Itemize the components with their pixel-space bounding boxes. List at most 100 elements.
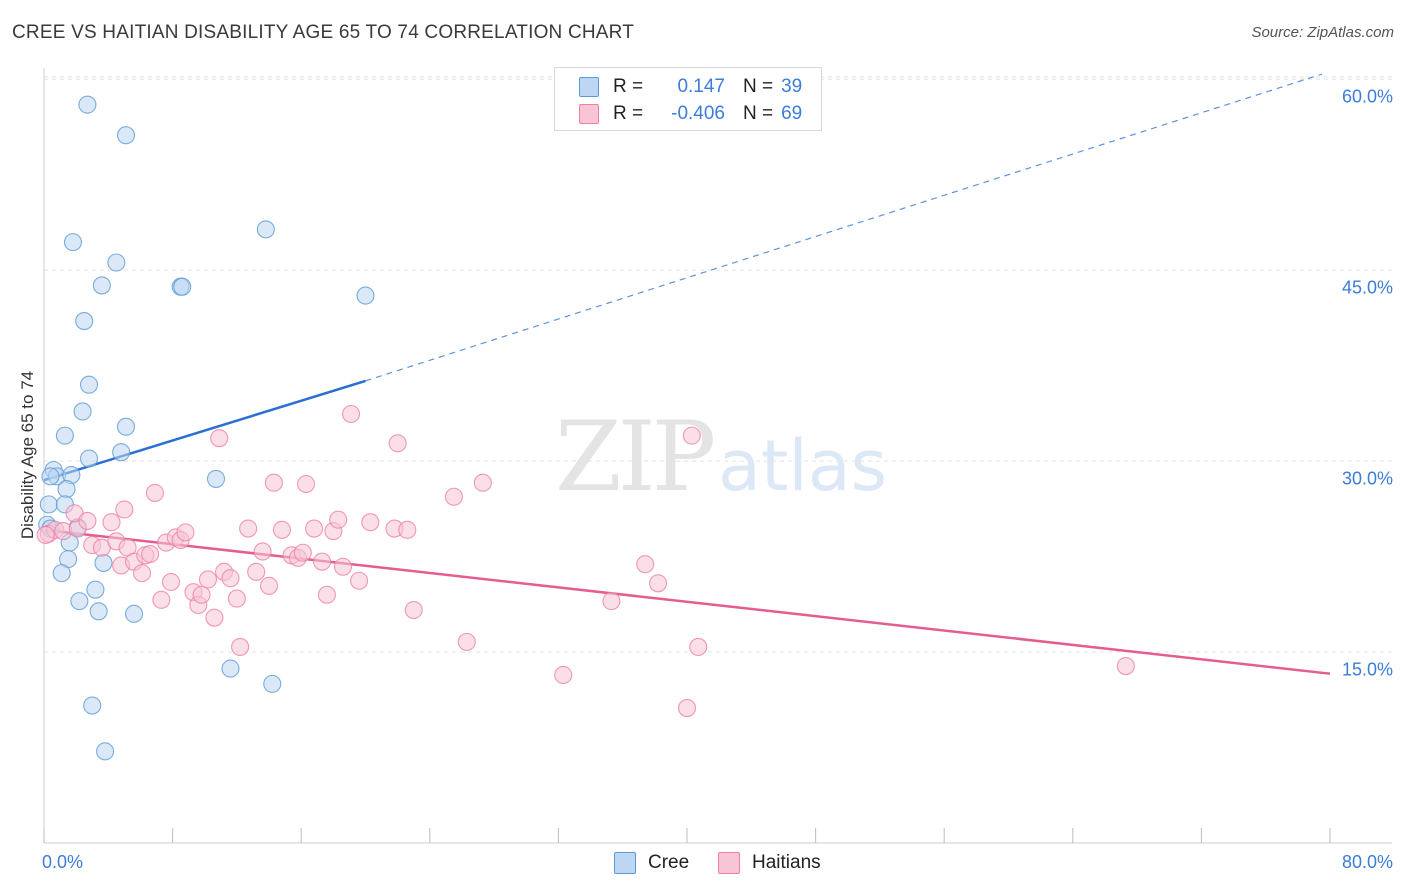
cree-point-30: [86, 580, 105, 599]
cree-point-14: [79, 449, 99, 468]
cree-point-34: [221, 659, 240, 678]
watermark-zip: ZIP: [555, 401, 714, 513]
legend-haitians-label: Haitians: [752, 852, 821, 873]
haitian-point-28: [205, 608, 224, 627]
cree-point-9: [75, 312, 94, 331]
haitian-point-56: [404, 600, 423, 620]
haitian-point-29: [210, 429, 229, 448]
haitian-point-44: [305, 519, 324, 538]
haitian-point-10: [115, 500, 134, 519]
haitian-point-39: [272, 520, 291, 539]
haitian-point-5: [78, 511, 97, 530]
chart-title: CREE VS HAITIAN DISABILITY AGE 65 TO 74 …: [12, 22, 635, 43]
haitian-point-64: [677, 699, 697, 718]
legend-row-haitian: R = -0.406 N = 69: [579, 102, 802, 126]
haitian-point-62: [636, 555, 655, 574]
haitian-point-38: [264, 473, 283, 492]
haitian-point-65: [682, 426, 701, 445]
haitian-point-61: [602, 592, 621, 611]
n-label: N =: [743, 76, 774, 97]
haitian-point-14: [133, 564, 152, 583]
watermark-atlas: atlas: [718, 425, 887, 507]
haitian-point-34: [239, 519, 258, 538]
legend-cree-label: Cree: [648, 852, 690, 873]
y-tick-15: 15.0%: [1341, 659, 1393, 680]
haitian-point-50: [341, 404, 361, 424]
haitian-point-46: [317, 585, 336, 604]
haitian-point-51: [350, 571, 369, 590]
haitian-point-23: [176, 523, 195, 542]
x-tick-max: 80.0%: [1341, 852, 1393, 872]
cree-point-12: [55, 426, 74, 445]
cree-point-32: [89, 602, 108, 621]
cree-point-35: [263, 674, 282, 693]
cree-point-6: [173, 277, 192, 296]
y-tick-45: 45.0%: [1341, 277, 1393, 298]
cree-point-21: [39, 495, 58, 514]
haitian-point-60: [554, 665, 573, 685]
haitian-point-20: [161, 572, 181, 592]
haitian-point-63: [649, 574, 668, 593]
haitian-point-31: [221, 569, 240, 588]
haitian-point-49: [333, 557, 353, 576]
cree-point-11: [73, 402, 92, 421]
haitian-point-27: [198, 570, 218, 589]
y-tick-30: 30.0%: [1341, 468, 1393, 489]
cree-point-4: [92, 276, 111, 295]
cree-point-7: [256, 220, 275, 239]
haitian-point-57: [444, 487, 463, 506]
data-points: [36, 95, 1135, 761]
cree-swatch: [614, 852, 636, 874]
r-label: R =: [613, 103, 644, 124]
cree-point-13: [116, 417, 136, 436]
haitian-point-8: [102, 513, 121, 532]
legend-item-cree[interactable]: Cree: [614, 852, 689, 874]
haitian-point-48: [329, 510, 348, 529]
haitian-point-17: [145, 483, 164, 502]
haitian-swatch: [579, 104, 599, 124]
haitian-point-45: [313, 552, 332, 571]
correlation-legend: R = 0.147 N = 39 R = -0.406 N = 69: [554, 67, 822, 131]
cree-point-20: [206, 469, 226, 488]
haitian-point-68: [36, 525, 55, 544]
cree-point-37: [96, 742, 115, 761]
haitian-point-52: [361, 513, 380, 532]
cree-point-38: [41, 467, 60, 486]
watermark: ZIP atlas: [555, 401, 887, 513]
n-value: 69: [781, 103, 803, 124]
haitian-point-35: [247, 562, 266, 581]
series-legend: Cree Haitians: [0, 852, 1406, 878]
haitian-point-59: [473, 473, 492, 492]
cree-point-28: [94, 553, 113, 572]
cree-trend-extension: [365, 73, 1323, 382]
legend-item-haitians[interactable]: Haitians: [718, 852, 821, 874]
haitian-point-67: [1116, 657, 1135, 676]
cree-point-15: [112, 443, 131, 462]
haitian-point-33: [231, 637, 250, 657]
haitian-point-18: [152, 590, 171, 609]
cree-point-19: [57, 480, 76, 499]
axes: [43, 68, 1392, 844]
haitian-point-26: [192, 585, 211, 604]
y-tick-60: 60.0%: [1341, 86, 1393, 107]
n-value: 39: [781, 76, 803, 97]
n-label: N =: [743, 103, 774, 124]
x-tick-min: 0.0%: [42, 852, 84, 872]
haitian-point-43: [296, 474, 316, 494]
haitian-point-32: [227, 589, 246, 608]
haitian-swatch: [718, 852, 740, 874]
haitian-point-66: [689, 637, 708, 657]
cree-swatch: [579, 77, 599, 97]
cree-point-31: [70, 592, 89, 611]
haitian-point-54: [388, 434, 407, 453]
haitian-point-37: [259, 576, 279, 595]
haitian-point-55: [398, 520, 417, 539]
cree-point-3: [107, 253, 126, 272]
haitian-point-42: [293, 543, 312, 562]
cree-point-0: [78, 95, 97, 114]
cree-point-2: [63, 233, 82, 252]
legend-row-cree: R = 0.147 N = 39: [579, 75, 802, 99]
r-value: -0.406: [671, 103, 725, 124]
cree-point-29: [52, 564, 71, 583]
source-label: Source: ZipAtlas.com: [1251, 24, 1394, 41]
